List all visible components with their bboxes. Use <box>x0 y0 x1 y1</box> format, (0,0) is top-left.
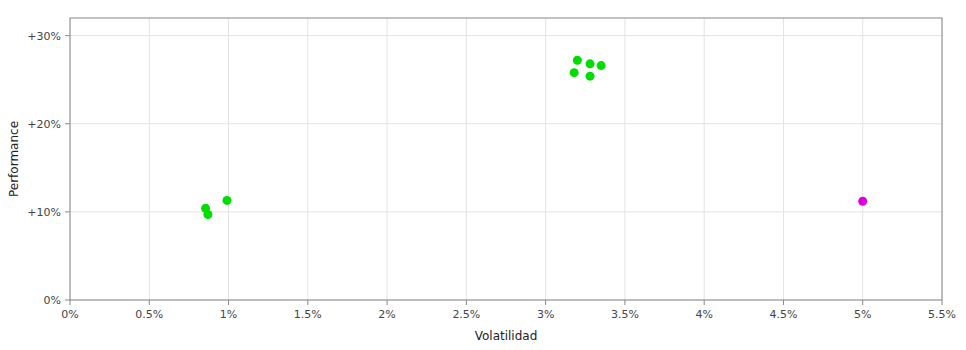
x-grid-line <box>783 18 784 300</box>
x-tick-label: 2% <box>378 308 395 321</box>
x-tick <box>466 300 467 305</box>
plot-frame <box>70 18 942 300</box>
x-tick-label: 0% <box>61 308 78 321</box>
scatter-point <box>203 210 212 219</box>
x-grid-line <box>387 18 388 300</box>
x-tick <box>783 300 784 305</box>
x-tick-label: 4.5% <box>769 308 797 321</box>
x-tick-label: 5.5% <box>928 308 956 321</box>
scatter-point <box>570 68 579 77</box>
x-tick <box>387 300 388 305</box>
y-grid-line <box>70 123 942 124</box>
y-grid-line <box>70 211 942 212</box>
x-grid-line <box>624 18 625 300</box>
scatter-point <box>586 72 595 81</box>
scatter-point <box>586 59 595 68</box>
x-grid-line <box>862 18 863 300</box>
x-tick <box>70 300 71 305</box>
x-tick <box>704 300 705 305</box>
x-grid-line <box>307 18 308 300</box>
x-tick <box>942 300 943 305</box>
grid <box>70 18 942 300</box>
y-axis-label: Performance <box>7 121 21 197</box>
x-tick-label: 1% <box>220 308 237 321</box>
x-tick-label: 5% <box>854 308 871 321</box>
x-tick <box>862 300 863 305</box>
x-grid-line <box>466 18 467 300</box>
x-tick-label: 4% <box>695 308 712 321</box>
x-grid-line <box>545 18 546 300</box>
x-tick <box>624 300 625 305</box>
scatter-point <box>597 61 606 70</box>
x-tick-label: 0.5% <box>135 308 163 321</box>
ticks: 0% 0.5% 1% 1.5% 2% 2.5% 3% 3.5% 4% 4.5% 5% 5.5% 0% +1… <box>27 30 956 321</box>
x-axis-label: Volatilidad <box>475 329 538 343</box>
points <box>201 56 867 219</box>
x-tick <box>149 300 150 305</box>
y-tick-label: +10% <box>27 206 61 219</box>
x-tick-label: 1.5% <box>294 308 322 321</box>
y-tick-label: 0% <box>44 294 61 307</box>
plot-area <box>70 18 942 300</box>
x-tick-label: 2.5% <box>452 308 480 321</box>
x-tick-label: 3.5% <box>611 308 639 321</box>
y-tick-label: +30% <box>27 30 61 43</box>
chart-container: 0% 0.5% 1% 1.5% 2% 2.5% 3% 3.5% 4% 4.5% 5% 5.5% 0% +1… <box>0 0 966 350</box>
x-grid-line <box>149 18 150 300</box>
x-tick-label: 3% <box>537 308 554 321</box>
scatter-point <box>573 56 582 65</box>
y-tick <box>65 35 70 36</box>
x-grid-line <box>704 18 705 300</box>
x-tick <box>228 300 229 305</box>
page: {"chart_data": { "type": "scatter", "xla… <box>0 0 966 350</box>
x-tick <box>307 300 308 305</box>
y-tick <box>65 123 70 124</box>
y-grid-line <box>70 35 942 36</box>
scatter-point <box>222 196 231 205</box>
scatter-point <box>858 197 867 206</box>
x-grid-line <box>228 18 229 300</box>
chart: 0% 0.5% 1% 1.5% 2% 2.5% 3% 3.5% 4% 4.5% 5% 5.5% 0% +1… <box>0 0 966 350</box>
y-tick-label: +20% <box>27 118 61 131</box>
y-tick <box>65 300 70 301</box>
x-tick <box>545 300 546 305</box>
y-tick <box>65 211 70 212</box>
